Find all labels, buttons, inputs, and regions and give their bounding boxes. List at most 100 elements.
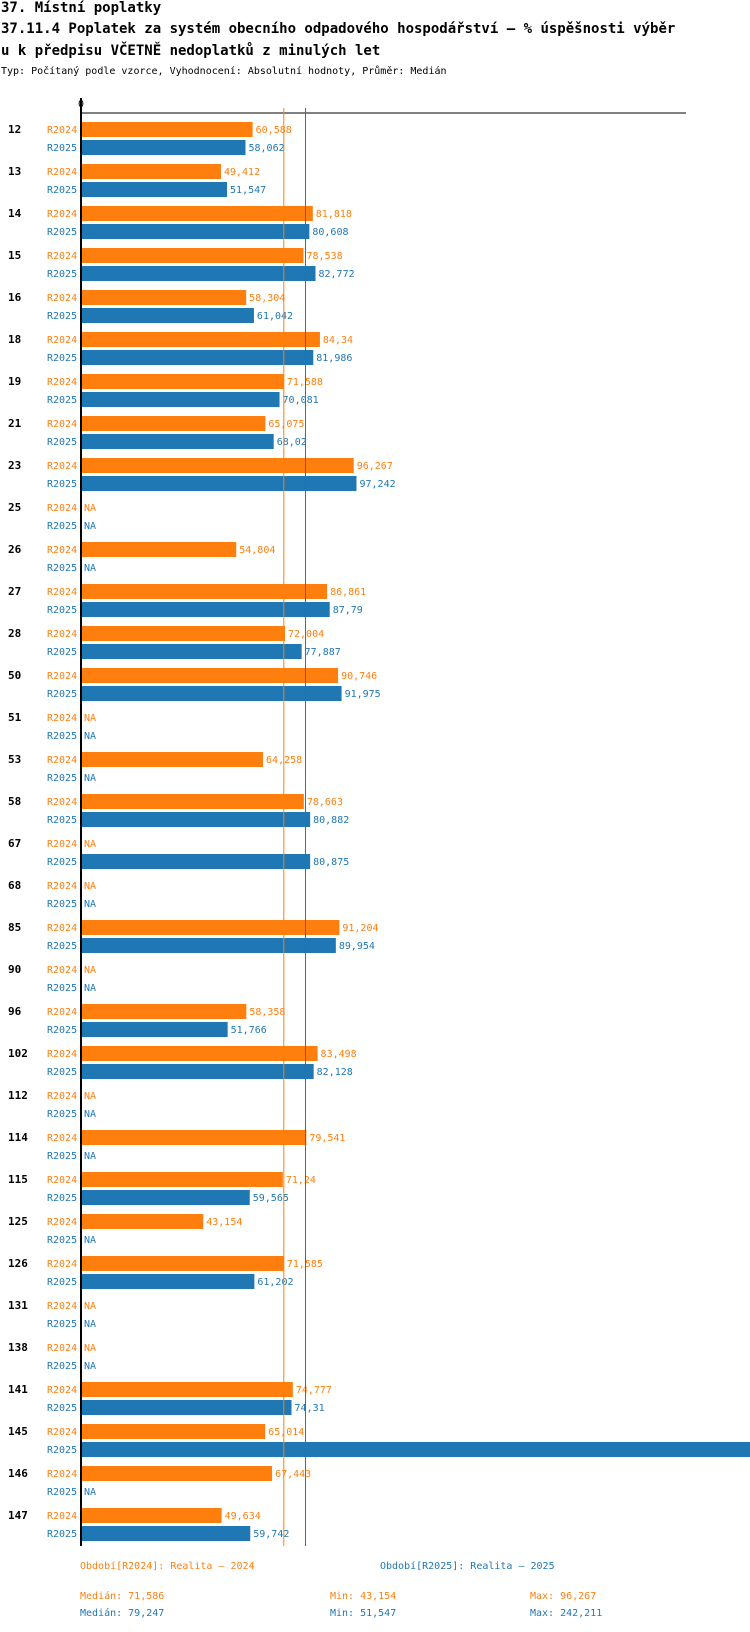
bar xyxy=(81,1382,293,1397)
series-label: R2025 xyxy=(47,773,77,784)
series-label: R2025 xyxy=(47,227,77,238)
series-label: R2024 xyxy=(47,587,77,598)
data-label: 60,588 xyxy=(256,125,292,136)
bar xyxy=(81,206,313,221)
data-label: 81,986 xyxy=(316,353,352,364)
series-label: R2025 xyxy=(47,269,77,280)
data-label: 86,861 xyxy=(330,587,366,598)
na-label: NA xyxy=(84,773,96,784)
series-label: R2025 xyxy=(47,143,77,154)
series-label: R2025 xyxy=(47,605,77,616)
series-label: R2024 xyxy=(47,1301,77,1312)
category-label: 18 xyxy=(8,333,21,346)
data-label: 71,588 xyxy=(287,377,323,388)
bar xyxy=(81,1190,250,1205)
na-label: NA xyxy=(84,731,96,742)
stat-max-r2025: Max: 242,211 xyxy=(530,1608,603,1619)
na-label: NA xyxy=(84,881,96,892)
data-label: 71,24 xyxy=(286,1175,316,1186)
data-label: 49,412 xyxy=(224,167,260,178)
category-label: 12 xyxy=(8,123,21,136)
bar xyxy=(81,542,237,557)
chart-title-line3: u k předpisu VČETNĚ nedoplatků z minulýc… xyxy=(1,43,381,59)
bar xyxy=(81,266,316,281)
na-label: NA xyxy=(84,1487,96,1498)
category-label: 58 xyxy=(8,795,21,808)
category-label: 126 xyxy=(8,1257,28,1270)
series-label: R2024 xyxy=(47,1091,77,1102)
data-label: 74,777 xyxy=(296,1385,332,1396)
bar xyxy=(81,1400,292,1415)
series-label: R2024 xyxy=(47,1385,77,1396)
series-label: R2025 xyxy=(47,563,77,574)
stat-max-r2024: Max: 96,267 xyxy=(530,1591,597,1602)
data-label: 54,804 xyxy=(239,545,275,556)
data-label: 71,585 xyxy=(287,1259,323,1270)
bar xyxy=(81,602,330,617)
series-label: R2024 xyxy=(47,1217,77,1228)
na-label: NA xyxy=(84,983,96,994)
bar xyxy=(81,584,328,599)
data-label: 59,565 xyxy=(253,1193,289,1204)
series-label: R2024 xyxy=(47,1469,77,1480)
bar xyxy=(81,920,340,935)
bar xyxy=(81,668,339,683)
series-label: R2024 xyxy=(47,1427,77,1438)
category-label: 50 xyxy=(8,669,21,682)
data-label: 61,042 xyxy=(257,311,293,322)
na-label: NA xyxy=(84,965,96,976)
chart-subtitle: Typ: Počítaný podle vzorce, Vyhodnocení:… xyxy=(1,66,447,77)
series-label: R2025 xyxy=(47,395,77,406)
na-label: NA xyxy=(84,1151,96,1162)
series-label: R2024 xyxy=(47,1007,77,1018)
series-label: R2025 xyxy=(47,857,77,868)
bar xyxy=(81,182,228,197)
stat-min-r2025: Min: 51,547 xyxy=(330,1608,397,1619)
series-label: R2024 xyxy=(47,335,77,346)
legend-r2025: Období[R2025]: Realita – 2025 xyxy=(380,1561,555,1572)
data-label: 80,608 xyxy=(312,227,348,238)
na-label: NA xyxy=(84,1235,96,1246)
bar xyxy=(81,1466,273,1481)
bar xyxy=(81,1442,750,1457)
data-label: 79,541 xyxy=(309,1133,345,1144)
chart-title-line2: 37.11.4 Poplatek za systém obecního odpa… xyxy=(1,21,676,37)
na-label: NA xyxy=(84,1343,96,1354)
series-label: R2025 xyxy=(47,353,77,364)
data-label: 96,267 xyxy=(357,461,393,472)
na-label: NA xyxy=(84,503,96,514)
category-label: 26 xyxy=(8,543,22,556)
bar xyxy=(81,626,285,641)
data-label: 58,062 xyxy=(248,143,284,154)
na-label: NA xyxy=(84,1109,96,1120)
category-label: 138 xyxy=(8,1341,28,1354)
series-label: R2024 xyxy=(47,293,77,304)
series-label: R2025 xyxy=(47,1067,77,1078)
bar xyxy=(81,1274,255,1289)
series-label: R2025 xyxy=(47,1403,77,1414)
bar xyxy=(81,458,354,473)
bar xyxy=(81,812,311,827)
legend-r2024: Období[R2024]: Realita – 2024 xyxy=(80,1561,255,1572)
na-label: NA xyxy=(84,839,96,850)
na-label: NA xyxy=(84,521,96,532)
bar xyxy=(81,248,304,263)
series-label: R2025 xyxy=(47,1445,77,1456)
series-label: R2025 xyxy=(47,521,77,532)
series-label: R2025 xyxy=(47,1151,77,1162)
bar xyxy=(81,1130,307,1145)
series-label: R2024 xyxy=(47,797,77,808)
bar xyxy=(81,752,264,767)
category-label: 27 xyxy=(8,585,21,598)
data-label: 84,34 xyxy=(323,335,353,346)
bar xyxy=(81,308,254,323)
category-label: 125 xyxy=(8,1215,28,1228)
series-label: R2024 xyxy=(47,125,77,136)
na-label: NA xyxy=(84,1301,96,1312)
bar xyxy=(81,644,302,659)
category-label: 68 xyxy=(8,879,21,892)
bar xyxy=(81,224,310,239)
bar xyxy=(81,1508,222,1523)
na-label: NA xyxy=(84,1319,96,1330)
